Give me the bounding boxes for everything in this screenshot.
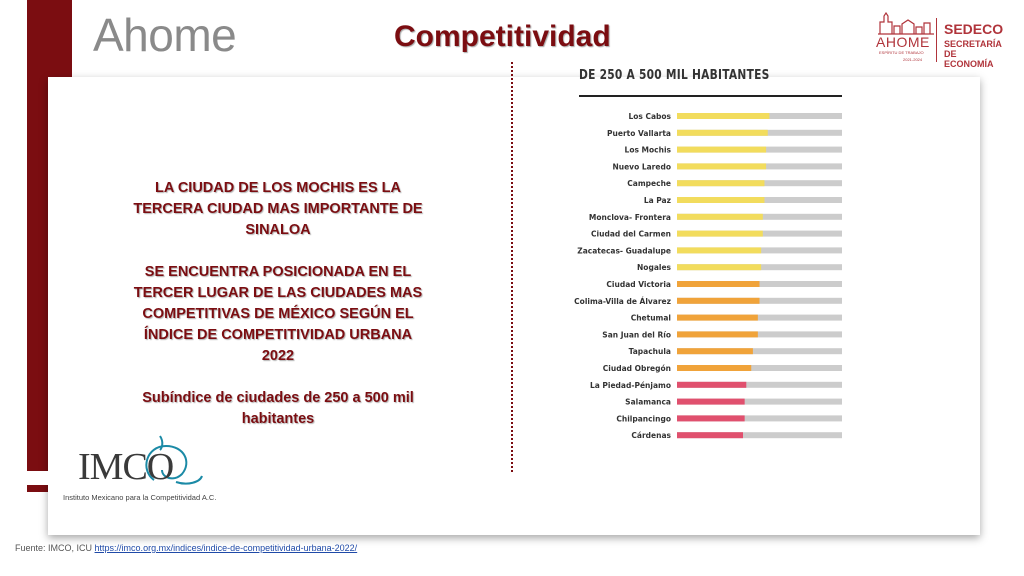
bar-track <box>677 381 842 388</box>
category-label: La Paz <box>644 196 671 205</box>
page-title: Competitividad <box>394 20 611 53</box>
imco-caption: Instituto Mexicano para la Competitivida… <box>63 493 217 502</box>
bar-track <box>677 348 842 355</box>
category-label: Chilpancingo <box>616 414 671 423</box>
bar <box>677 146 767 153</box>
source-footer: Fuente: IMCO, ICU https://imco.org.mx/in… <box>15 543 357 553</box>
category-label: Monclova- Frontera <box>589 213 671 222</box>
content-card <box>48 77 980 535</box>
bar-track <box>677 415 842 422</box>
bar <box>677 314 758 321</box>
category-label: Los Mochis <box>625 146 672 155</box>
category-label: Cárdenas <box>631 431 671 440</box>
category-label: Ciudad Victoria <box>606 280 671 289</box>
bar <box>677 365 752 371</box>
logo-divider <box>936 18 937 62</box>
category-label: Nuevo Laredo <box>612 162 671 171</box>
dotted-divider <box>511 62 513 472</box>
category-label: Campeche <box>627 179 671 188</box>
bar <box>677 163 767 170</box>
imco-swirl-icon <box>145 435 203 485</box>
category-label: Ciudad Obregón <box>603 364 671 373</box>
bar-track <box>677 314 842 321</box>
bar-track <box>677 331 842 338</box>
sedeco-subtitle: SECRETARÍA DE ECONOMÍA <box>944 39 1013 69</box>
bar <box>677 230 763 237</box>
bar <box>677 129 768 136</box>
category-label: Colima-Villa de Álvarez <box>574 297 671 306</box>
bar <box>677 348 753 355</box>
ahome-years: 2021-2024 <box>903 57 923 62</box>
bar <box>677 415 745 422</box>
bar <box>677 113 770 119</box>
summary-paragraph-2: SE ENCUENTRA POSICIONADA EN EL TERCER LU… <box>133 264 423 364</box>
chart-title: DE 250 A 500 MIL HABITANTES <box>579 68 770 83</box>
category-label: Salamanca <box>625 398 671 407</box>
sedeco-logo: AHOME ESPÍRITU DE TRABAJO 2021-2024 SEDE… <box>873 12 1013 69</box>
summary-paragraph-3: Subíndice de ciudades de 250 a 500 mil h… <box>142 390 414 427</box>
sedeco-economia: ECONOMÍA <box>944 59 994 69</box>
category-label: Los Cabos <box>628 112 671 121</box>
category-label: La Piedad-Pénjamo <box>590 381 671 390</box>
bar-track <box>677 432 842 439</box>
ahome-tagline: ESPÍRITU DE TRABAJO <box>879 50 924 55</box>
category-label: Ciudad del Carmen <box>591 230 671 239</box>
bar <box>677 297 760 304</box>
bar <box>677 381 747 388</box>
chart-title-rule <box>579 95 842 97</box>
bar <box>677 281 760 287</box>
category-label: San Juan del Río <box>602 330 671 339</box>
bar <box>677 331 758 338</box>
city-skyline-icon <box>878 12 934 35</box>
imco-wordmark: IMCO <box>78 446 174 488</box>
category-label: Chetumal <box>631 314 671 323</box>
category-label: Tapachula <box>629 347 671 356</box>
summary-text: LA CIUDAD DE LOS MOCHIS ES LA TERCERA CI… <box>128 178 428 451</box>
app-title: Ahome <box>93 9 237 61</box>
sedeco-text: SEDECO <box>944 21 1004 37</box>
ahome-logo-text: AHOME <box>876 34 930 50</box>
competitiveness-bar-chart: Los Cabos Puerto Vallarta Los Mochis Nuevo … <box>574 112 842 440</box>
category-label: Zacatecas- Guadalupe <box>577 246 671 255</box>
bar <box>677 432 743 439</box>
source-link[interactable]: https://imco.org.mx/indices/indice-de-co… <box>94 543 358 553</box>
source-prefix: Fuente: IMCO, ICU <box>15 543 93 553</box>
category-label: Puerto Vallarta <box>607 129 671 138</box>
bar-track <box>677 365 842 371</box>
bar-track <box>677 398 842 405</box>
sedeco-secretaria: SECRETARÍA DE <box>944 39 1002 59</box>
summary-paragraph-1: LA CIUDAD DE LOS MOCHIS ES LA TERCERA CI… <box>133 180 423 238</box>
bar <box>677 197 765 203</box>
bar <box>677 180 765 187</box>
imco-logo: IMCO Instituto Mexicano para la Competit… <box>60 432 230 506</box>
bar <box>677 398 745 405</box>
bar <box>677 264 762 271</box>
category-label: Nogales <box>637 263 672 272</box>
bar <box>677 213 763 220</box>
accent-notch <box>27 471 48 485</box>
bar <box>677 247 762 254</box>
